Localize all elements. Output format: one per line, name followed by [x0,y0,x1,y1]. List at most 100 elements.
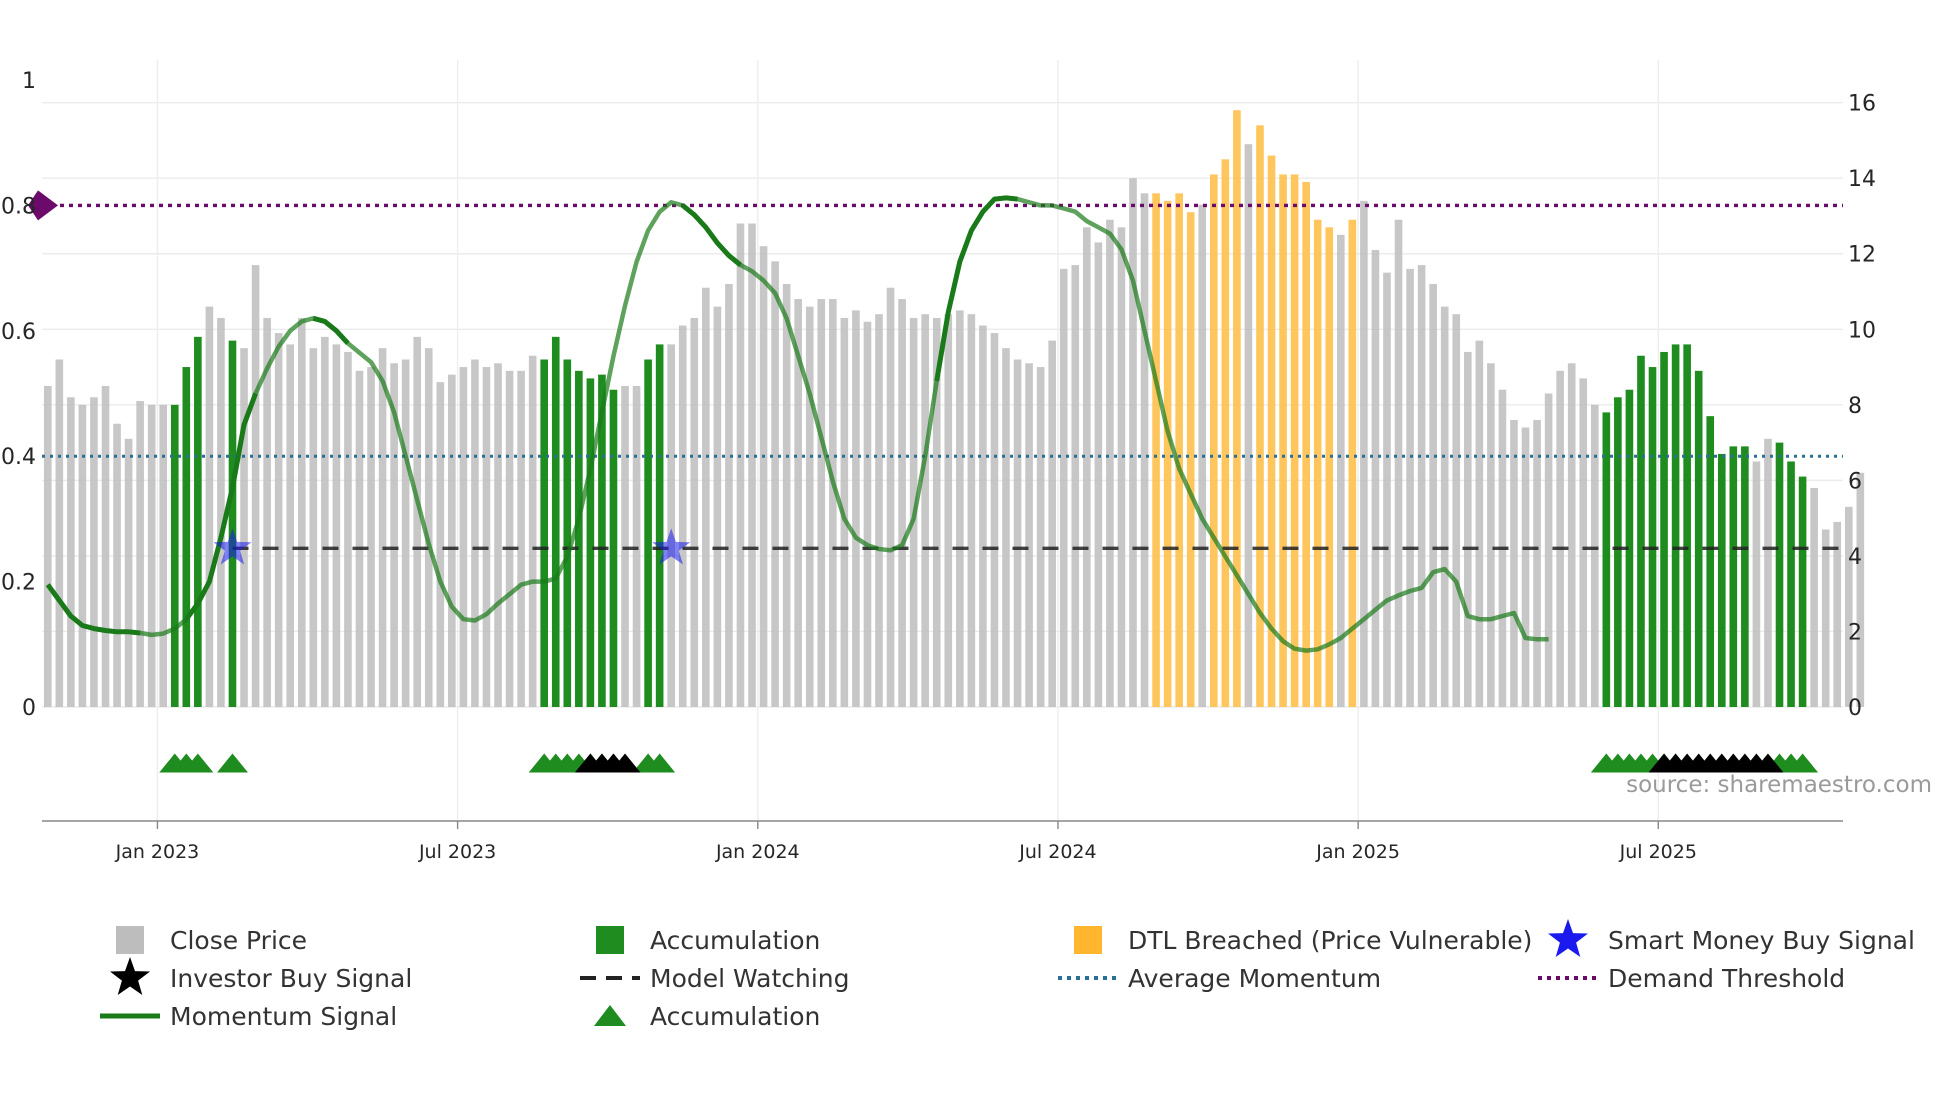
right-tick-label-1: 2 [1848,620,1862,645]
close-price-bar-129 [1533,419,1541,707]
close-price-bar-119 [1417,265,1426,707]
close-price-bar-0 [43,385,52,707]
close-price-bar-117 [1394,219,1403,708]
dtl-breached-bar-97 [1163,200,1172,707]
x-tick-label-1: Jul 2023 [418,841,496,863]
close-price-bar-36 [459,367,468,707]
close-price-bar-157 [1856,472,1865,707]
source-label: source: sharemaestro.com [1626,772,1932,798]
investor-buy-marker-3 [609,753,641,773]
momentum-signal-strong-0 [45,583,141,636]
close-price-bar-104 [1244,144,1253,708]
close-price-bar-40 [505,370,514,707]
close-price-bar-14 [205,306,214,707]
legend-label-avg: Average Momentum [1128,964,1381,993]
accumulation-marker-3 [216,753,248,773]
dtl-breached-bar-109 [1302,181,1310,707]
close-price-bar-32 [413,336,422,707]
accumulation-bar-139 [1648,367,1657,707]
close-price-bar-112 [1336,234,1345,707]
close-price-bar-42 [528,355,537,707]
legend-label-acc_bar: Accumulation [650,926,820,955]
close-price-bar-148 [1752,461,1761,707]
close-price-bar-5 [101,385,110,707]
investor-buy-marker-13 [1752,753,1784,773]
legend-swatch-close [116,926,144,954]
close-price-bar-131 [1556,370,1564,707]
signal-markers [159,528,1819,773]
legend-item-smart: Smart Money Buy Signal [1548,919,1915,957]
close-price-bar-34 [436,382,445,707]
dtl-breached-bar-103 [1233,110,1241,708]
close-price-bar-73 [886,287,895,707]
close-price-bar-10 [159,404,168,707]
close-price-bar-35 [448,374,456,707]
close-price-bar-155 [1833,521,1842,707]
accumulation-bar-135 [1602,412,1611,707]
close-price-bar-114 [1360,200,1368,707]
right-tick-label-5: 10 [1848,318,1876,343]
close-price-bar-64 [782,283,791,707]
close-price-bar-78 [944,314,953,707]
accumulation-bar-46 [575,370,583,707]
close-price-bar-134 [1590,404,1599,707]
accumulation-bar-141 [1671,344,1680,707]
close-price-bar-133 [1579,378,1588,707]
legend-label-demand: Demand Threshold [1608,964,1845,993]
close-price-bar-66 [805,306,814,707]
legend-item-acc_marker: Accumulation [594,1002,820,1031]
close-price-bar-19 [263,317,271,707]
legend-label-dtl: DTL Breached (Price Vulnerable) [1128,926,1532,955]
close-price-bar-59 [725,283,733,707]
close-price-bar-22 [297,317,306,707]
demand-threshold-diamond [28,190,58,221]
accumulation-bar-48 [598,374,606,707]
close-price-bar-18 [251,265,260,707]
left-tick-label-1: 0.2 [1,571,36,596]
close-price-bar-132 [1567,363,1576,707]
close-price-bar-156 [1844,506,1853,707]
momentum-signal-strong-1 [184,392,258,621]
close-price-bar-127 [1510,419,1518,707]
right-tick-label-6: 12 [1848,243,1876,268]
legend-swatch-accumulation [596,926,624,954]
legend-item-dtl: DTL Breached (Price Vulnerable) [1074,926,1532,955]
dtl-breached-bar-101 [1209,174,1218,707]
legend-item-watch: Model Watching [580,964,850,993]
legend-label-close: Close Price [170,926,307,955]
x-tick-label-3: Jul 2024 [1018,841,1096,863]
close-price-bar-39 [494,363,502,707]
dtl-breached-bar-108 [1290,174,1299,707]
smart-money-buy-star-0 [213,528,252,565]
close-price-bar-15 [217,317,225,707]
dtl-breached-bar-98 [1175,193,1183,708]
accumulation-bar-147 [1741,446,1749,707]
right-tick-label-0: 0 [1848,696,1862,721]
accumulation-bar-142 [1683,344,1691,707]
close-price-bar-91 [1094,242,1103,708]
close-price-bar-27 [355,370,364,707]
legend-item-momentum: Momentum Signal [100,1002,397,1031]
close-price-bar-68 [829,299,837,707]
accumulation-bar-44 [551,336,560,707]
close-price-bar-80 [967,314,976,707]
legend-triangle-icon-accumulation [594,1005,626,1026]
close-price-bar-128 [1521,427,1530,707]
close-price-bar-3 [78,404,87,707]
close-price-bar-17 [240,348,248,707]
close-price-bar-88 [1059,268,1068,707]
x-tick-label-4: Jan 2025 [1315,841,1400,863]
x-tick-label-5: Jul 2025 [1619,841,1697,863]
close-price-bar-25 [332,344,341,707]
close-price-bar-60 [736,223,745,707]
close-price-bar-67 [817,299,826,707]
close-price-bar-71 [863,321,872,707]
close-price-bar-92 [1106,219,1114,708]
momentum-signal-strong-3 [681,203,743,267]
left-tick-label-3: 0.6 [1,320,36,345]
close-price-bar-82 [990,333,999,707]
close-price-bar-79 [956,310,964,707]
legend-item-acc_bar: Accumulation [596,926,820,955]
close-price-bar-62 [759,246,768,708]
close-price-bar-70 [852,310,860,707]
